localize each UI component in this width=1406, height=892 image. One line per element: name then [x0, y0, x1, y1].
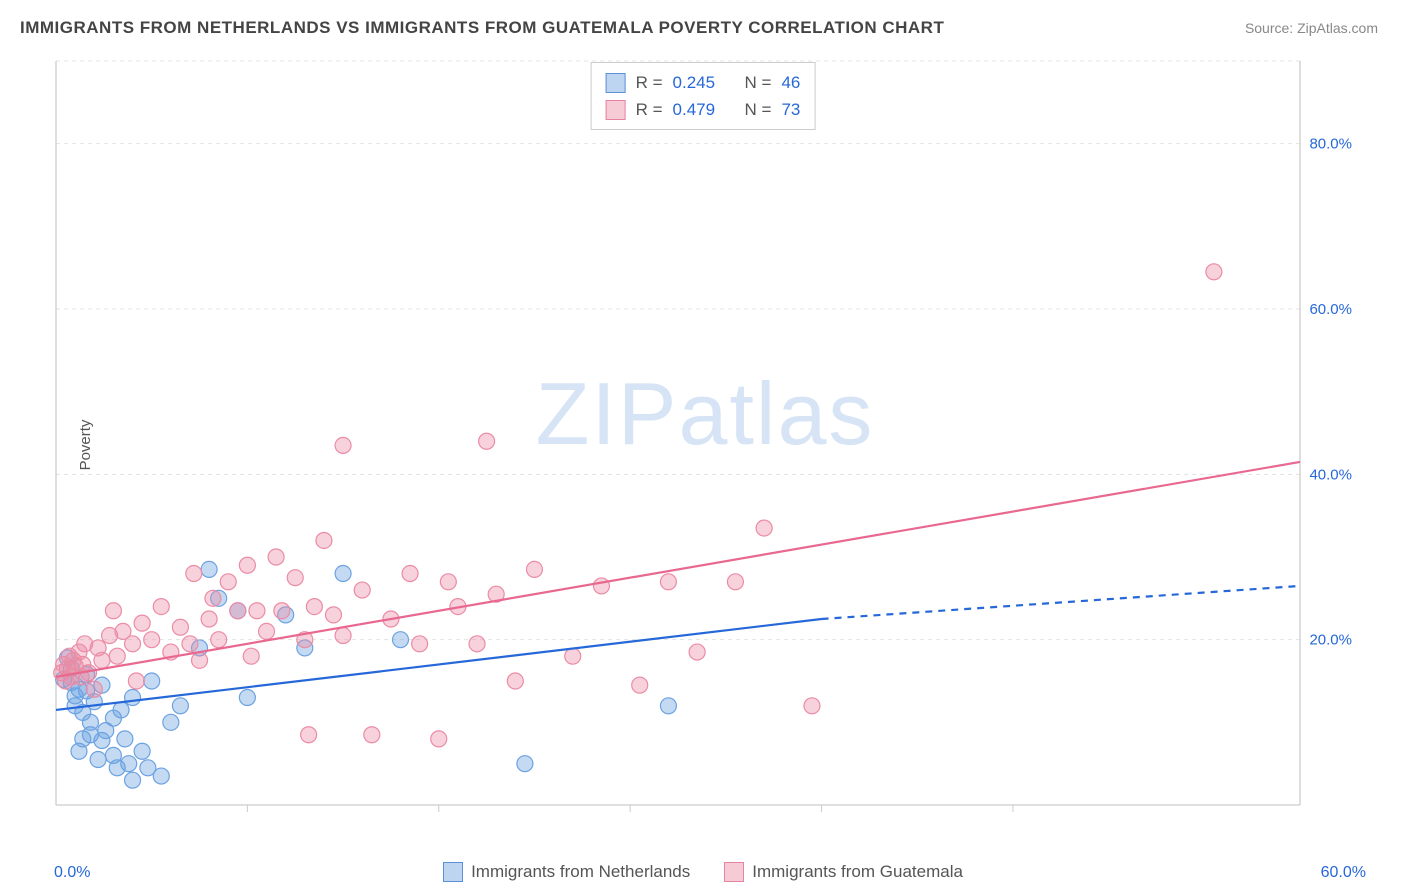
source-name: ZipAtlas.com	[1297, 20, 1378, 36]
legend-stats-box: R = 0.245 N = 46 R = 0.479 N = 73	[591, 62, 816, 130]
scatter-chart: Poverty ZIPatlas 20.0%40.0%60.0%80.0%	[50, 55, 1360, 835]
n-label: N =	[745, 69, 772, 96]
legend-label-netherlands: Immigrants from Netherlands	[471, 862, 690, 882]
source-label: Source:	[1245, 20, 1297, 36]
legend-item-netherlands: Immigrants from Netherlands	[443, 862, 690, 882]
chart-title: IMMIGRANTS FROM NETHERLANDS VS IMMIGRANT…	[20, 18, 944, 38]
svg-text:80.0%: 80.0%	[1309, 136, 1352, 153]
source-attribution: Source: ZipAtlas.com	[1245, 20, 1378, 36]
swatch-icon	[606, 73, 626, 93]
svg-text:40.0%: 40.0%	[1309, 466, 1352, 483]
r-value-guatemala: 0.479	[673, 96, 716, 123]
legend-item-guatemala: Immigrants from Guatemala	[724, 862, 963, 882]
legend-bottom: Immigrants from Netherlands Immigrants f…	[0, 862, 1406, 882]
r-value-netherlands: 0.245	[673, 69, 716, 96]
chart-svg: 20.0% 40.0% 60.0% 80.0%	[50, 55, 1360, 835]
legend-row-guatemala: R = 0.479 N = 73	[606, 96, 801, 123]
svg-text:20.0%: 20.0%	[1309, 632, 1352, 649]
y-axis-label: Poverty	[77, 420, 94, 471]
n-value-guatemala: 73	[781, 96, 800, 123]
r-label: R =	[636, 96, 663, 123]
legend-label-guatemala: Immigrants from Guatemala	[752, 862, 963, 882]
r-label: R =	[636, 69, 663, 96]
svg-text:60.0%: 60.0%	[1309, 301, 1352, 318]
swatch-icon	[443, 862, 463, 882]
n-value-netherlands: 46	[781, 69, 800, 96]
n-label: N =	[745, 96, 772, 123]
swatch-icon	[724, 862, 744, 882]
legend-row-netherlands: R = 0.245 N = 46	[606, 69, 801, 96]
swatch-icon	[606, 100, 626, 120]
